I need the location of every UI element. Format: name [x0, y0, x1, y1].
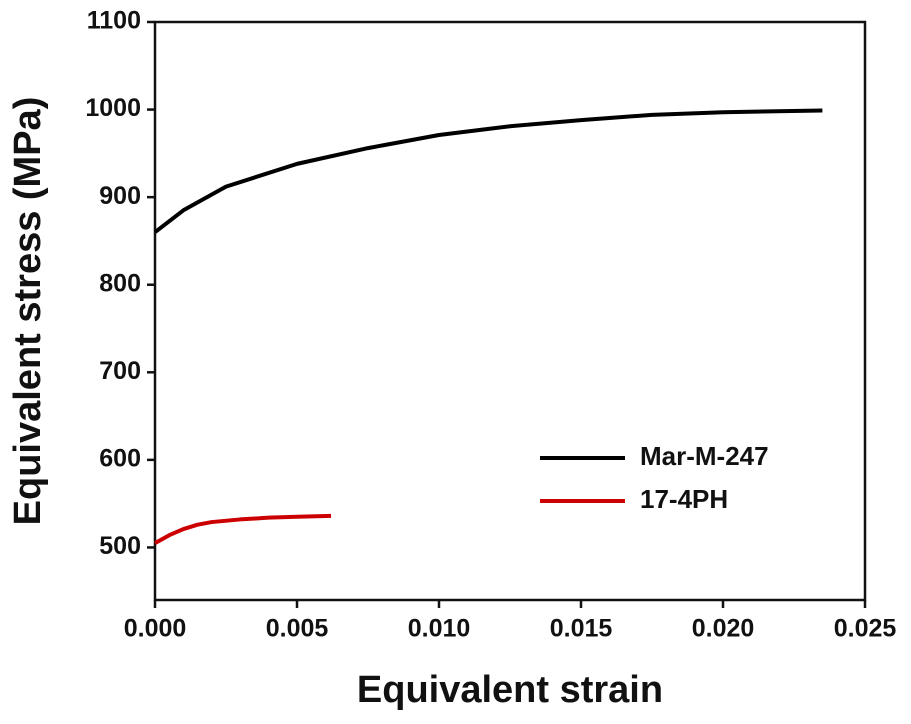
y-tick-label: 1100	[87, 7, 141, 35]
x-tick-label: 0.010	[408, 615, 471, 643]
x-tick-label: 0.005	[266, 615, 329, 643]
y-tick-label: 500	[99, 532, 141, 560]
y-tick-label: 800	[99, 269, 141, 297]
x-tick-label: 0.025	[834, 615, 897, 643]
y-tick-label: 900	[99, 182, 141, 210]
y-axis-title: Equivalent stress (MPa)	[7, 97, 49, 526]
y-tick-label: 1000	[85, 94, 141, 122]
plot-frame	[153, 20, 867, 602]
x-tick-label: 0.015	[550, 615, 613, 643]
y-tick-label: 600	[99, 444, 141, 472]
x-tick-label: 0.000	[124, 615, 187, 643]
series-line	[153, 108, 823, 234]
legend-label: 17-4PH	[640, 484, 728, 514]
legend-label: Mar-M-247	[640, 441, 769, 471]
x-axis-title: Equivalent strain	[357, 669, 663, 711]
series-line	[154, 513, 332, 545]
y-tick-label: 700	[99, 357, 141, 385]
x-tick-label: 0.020	[692, 615, 755, 643]
